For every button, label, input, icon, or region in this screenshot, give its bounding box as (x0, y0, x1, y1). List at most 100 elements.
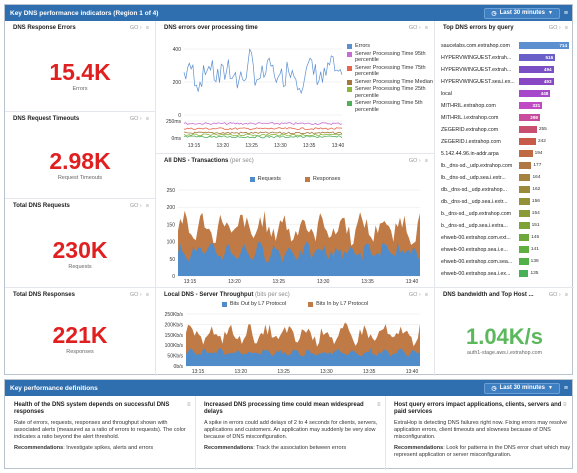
definition-menu-icon[interactable]: ≡ (563, 402, 567, 408)
query-row[interactable]: ZEGERID.i.extrahop.com 242 (441, 137, 546, 146)
region-menu-icon[interactable]: ≡ (563, 9, 568, 17)
query-row[interactable]: HYPERVWINGUEST.sea.i.ex... 493 (441, 77, 554, 86)
query-label: b._dns-sd._udp.sea.i.extra... (441, 222, 508, 229)
y-tick-label: 200 (167, 205, 176, 211)
legend-swatch (221, 302, 227, 307)
chart-title: Top DNS errors by query (443, 25, 514, 31)
query-row[interactable]: lb._dns-sd._udp.sea.i.extr... 164 (441, 173, 541, 182)
query-row[interactable]: local 448 (441, 89, 551, 98)
legend-label: Server Processing Time 75th percentile (355, 64, 426, 78)
definition-heading: Increased DNS processing time could mean… (204, 402, 364, 416)
legend-item[interactable]: Requests (249, 176, 281, 183)
definition-processing-time: Increased DNS processing time could mean… (204, 402, 382, 456)
widget-controls[interactable]: GO › ≡ (129, 116, 149, 122)
legend-label: Server Processing Time Median (355, 78, 433, 85)
query-bar (519, 174, 531, 181)
query-row[interactable]: ehweb-00.extrahop.com.sea... 138 (441, 257, 539, 266)
kpi-label: Request Timeouts (57, 175, 103, 181)
legend-item[interactable]: Responses (304, 176, 341, 183)
query-bar (519, 162, 532, 169)
query-row[interactable]: saucelabs.com.extrahop.com 714 (441, 41, 569, 50)
legend-swatch (347, 44, 352, 49)
time-range-label: Last 30 minutes (499, 10, 545, 16)
legend-label: Server Processing Time 95th percentile (355, 50, 426, 64)
kpi-total-requests: Total DNS Requests GO › ≡ 230K Requests (5, 199, 155, 287)
legend-item[interactable]: Bits Out by L7 Protocol (221, 301, 286, 308)
query-row[interactable]: db._dns-sd._udp.sea.i.extr... 156 (441, 197, 540, 206)
y-tick-label: 250Kb/s (165, 312, 184, 318)
region-menu-icon[interactable]: ≡ (563, 384, 568, 392)
query-row[interactable]: ehweb-00.extrahop.sea.i.ex... 135 (441, 269, 538, 278)
kpi-total-responses: Total DNS Responses GO › ≡ 221K Responses (5, 288, 155, 376)
query-row[interactable]: HYPERVWINGUEST.extrah... 516 (441, 53, 556, 62)
query-value: 177 (533, 163, 542, 168)
definition-recommendation: Recommendations: Look for patterns in th… (394, 445, 571, 459)
kpi-label: Errors (72, 86, 88, 92)
legend-swatch (304, 177, 310, 182)
widget-controls[interactable]: GO › ≡ (408, 158, 428, 164)
widget-controls[interactable]: GO › ≡ (548, 292, 568, 298)
x-tick-label: 13:25 (277, 369, 290, 375)
y-tick-label: 0 (178, 113, 181, 119)
throughput-legend: Bits Out by L7 Protocol Bits In by L7 Pro… (156, 301, 434, 308)
query-bar: 299 (519, 114, 540, 121)
legend-swatch (347, 87, 352, 92)
definition-menu-icon[interactable]: ≡ (187, 402, 191, 408)
processing-time-series-line (183, 135, 343, 139)
x-tick-label: 13:40 (332, 143, 344, 149)
y-tick-label: 50Kb/s (167, 354, 183, 360)
widget-controls[interactable]: GO › ≡ (408, 25, 428, 31)
legend-item[interactable]: Server Processing Time Median (347, 79, 433, 86)
processing-time-series-line (183, 131, 343, 135)
legend-label: Server Processing Time 25th percentile (355, 86, 426, 99)
kpi-value: 230K (52, 237, 108, 263)
widget-controls[interactable]: GO › ≡ (129, 292, 149, 298)
query-value: 145 (531, 235, 540, 240)
widget-controls[interactable]: GO › ≡ (408, 292, 428, 298)
kpi-title: Total DNS Requests (13, 203, 70, 209)
legend-label: Responses (312, 176, 341, 182)
time-range-selector[interactable]: ◷ Last 30 minutes ▼ (484, 7, 560, 19)
widget-controls[interactable]: GO › ≡ (129, 203, 149, 209)
legend-item[interactable]: Errors (347, 43, 433, 50)
query-label: ehweb-00.extrahop.sea.i.e... (441, 246, 508, 253)
query-row[interactable]: 5.142.44.96.in-addr.arpa 194 (441, 149, 543, 158)
query-row[interactable]: db._dns-sd._udp.extrahop... 162 (441, 185, 540, 194)
kpi-value: 221K (52, 322, 108, 348)
chart-title: Local DNS - Server Throughput (bits per … (164, 292, 290, 298)
query-row[interactable]: HYPERVWINGUEST.extrah... 494 (441, 65, 554, 74)
kpi-title: DNS Request Timeouts (13, 116, 80, 122)
query-bar (519, 222, 530, 229)
time-range-selector[interactable]: ◷ Last 30 minutes ▼ (484, 382, 560, 394)
query-row[interactable]: ehweb-00.extrahop.com.ext... 145 (441, 233, 539, 242)
y-tick-label: 100Kb/s (165, 343, 184, 349)
throughput-area-chart: 250Kb/s 200Kb/s 150Kb/s 100Kb/s 50Kb/s 0b/s 13… (165, 312, 420, 375)
definition-heading: Health of the DNS system depends on succ… (14, 402, 170, 416)
query-row[interactable]: MITHRIL.extrahop.com 331 (441, 101, 543, 110)
query-bar: 493 (519, 78, 554, 85)
query-label: MITHRIL.extrahop.com (441, 102, 496, 109)
widget-controls[interactable]: GO › ≡ (129, 25, 149, 31)
legend-item[interactable]: Server Processing Time 95th percentile (347, 51, 433, 64)
widget-controls[interactable]: GO › ≡ (548, 25, 568, 31)
query-value: 141 (530, 247, 539, 252)
legend-item[interactable]: Server Processing Time 5th percentile (347, 100, 433, 113)
legend-item[interactable]: Server Processing Time 25th percentile (347, 86, 433, 99)
query-row[interactable]: lb._dns-sd._udp.extrahop.com 177 (441, 161, 541, 170)
bandwidth-value: 1.04K/s (465, 324, 544, 349)
query-row[interactable]: ehweb-00.extrahop.sea.i.e... 141 (441, 245, 539, 254)
region-header: Key performance definitions ◷ Last 30 mi… (5, 380, 572, 396)
definition-health: Health of the DNS system depends on succ… (14, 402, 192, 456)
query-row[interactable]: MITHRIL.i.extrahop.com 299 (441, 113, 540, 122)
legend-item[interactable]: Bits In by L7 Protocol (308, 301, 368, 308)
query-label: MITHRIL.i.extrahop.com (441, 114, 499, 121)
query-row[interactable]: b._dns-sd._udp.extrahop.com 154 (441, 209, 540, 218)
definition-menu-icon[interactable]: ≡ (377, 402, 381, 408)
query-row[interactable]: ZEGERID.extrahop.com 255 (441, 125, 547, 134)
definition-recommendation: Recommendations: Investigate spikes, ale… (14, 445, 154, 452)
processing-time-series-line (183, 127, 343, 131)
query-row[interactable]: b._dns-sd._udp.sea.i.extra... 151 (441, 221, 540, 230)
query-label: db._dns-sd._udp.extrahop... (441, 186, 507, 193)
legend-swatch (347, 79, 352, 85)
legend-item[interactable]: Server Processing Time 75th percentile (347, 65, 433, 78)
